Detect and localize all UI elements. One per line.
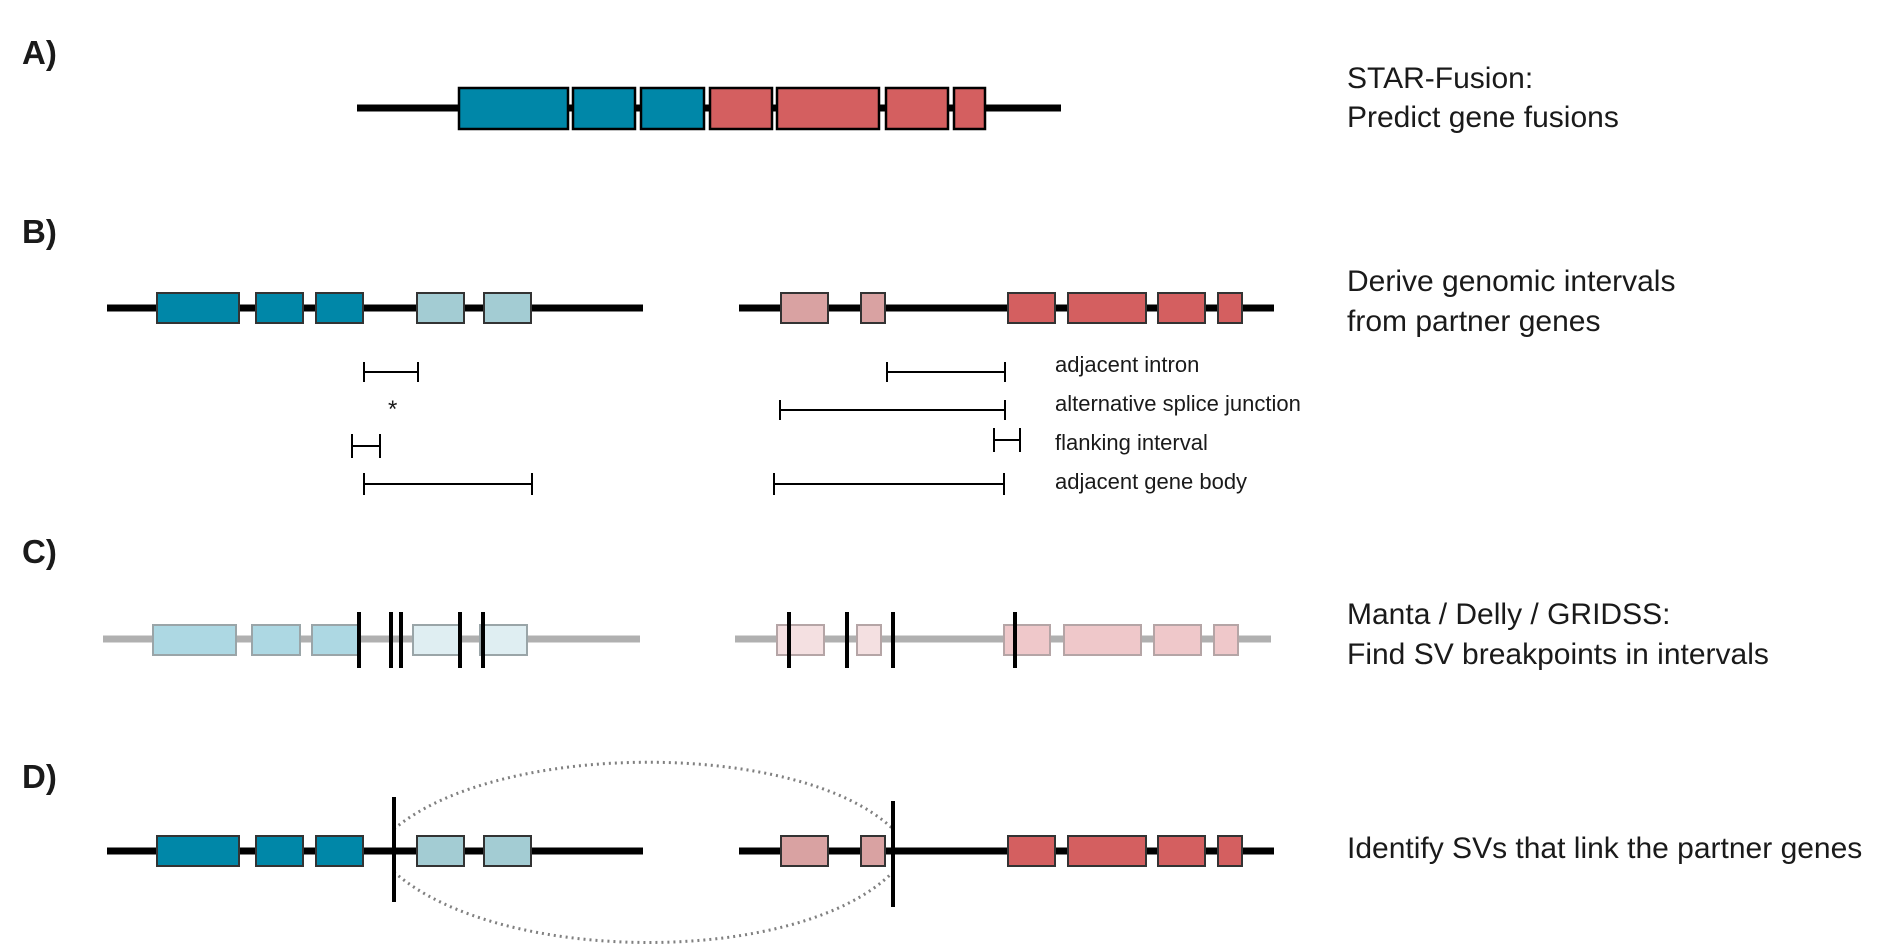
interval-adjacent-intron-gene-b [886,362,1006,382]
panel-c-description-line1: Manta / Delly / GRIDSS: [1347,598,1670,631]
sv-arc-upper [393,760,895,831]
exon-gene-b [1217,835,1243,867]
panel-c-description-line2: Find SV breakpoints in intervals [1347,638,1769,671]
panel-b-description-line2: from partner genes [1347,305,1600,338]
exon-gene-a-downstream [483,835,532,867]
exon-gene-a [156,292,240,324]
panel-a-description-line2: Predict gene fusions [1347,101,1619,134]
exon-gene-b-faded [776,624,825,656]
interval-flanking-gene-b [993,428,1021,452]
exon-gene-b-faded [1213,624,1239,656]
gene-b-exons-faded [776,624,1239,656]
exon-gene-a [571,86,637,131]
exon-gene-b [952,86,987,131]
panel-d-label: D) [22,758,57,795]
label-adjacent-gene-body: adjacent gene body [1055,469,1247,494]
exon-gene-b [1217,292,1243,324]
exon-gene-a-faded [412,624,462,656]
exon-gene-a-downstream [416,835,465,867]
exon-gene-b [1007,292,1056,324]
exon-gene-b [775,86,881,131]
gene-a-exons-faded [152,624,528,656]
exon-gene-a [639,86,706,131]
exon-gene-a [255,292,304,324]
exon-gene-b [708,86,774,131]
panel-c-label: C) [22,533,57,570]
panel-b-label: B) [22,213,57,250]
label-alternative-splice-junction: alternative splice junction [1055,391,1301,416]
interval-adjacent-gene-body-gene-b [773,473,1005,495]
exon-gene-a [315,292,364,324]
interval-adjacent-intron-gene-a [363,362,419,382]
interval-flanking-gene-a [351,434,381,458]
panel-b-description-line1: Derive genomic intervals [1347,265,1675,298]
fusion-transcript-exons [457,86,987,131]
exon-gene-b-upstream [860,835,886,867]
exon-gene-a-faded [152,624,237,656]
exon-gene-a-faded [311,624,360,656]
interval-brackets [351,362,1021,495]
panel-b: B) * ad [22,213,1675,495]
exon-gene-b-faded [1153,624,1202,656]
exon-gene-b [1067,292,1147,324]
label-adjacent-intron: adjacent intron [1055,352,1199,377]
gene-a-exons [156,292,532,324]
panel-a: A) STAR-Fusion: Predict gene fusions [22,34,1619,134]
panel-c: C) Manta / D [22,533,1769,671]
exon-gene-b-upstream [780,292,829,324]
exon-gene-a [156,835,240,867]
interval-alt-splice-junction-gene-b [779,400,1006,420]
panel-d: D) Identify SVs that link the partner ge… [22,758,1862,944]
exon-gene-b [1157,835,1206,867]
exon-gene-b-faded [1003,624,1051,656]
exon-gene-a-faded [479,624,528,656]
exon-gene-a [315,835,364,867]
exon-gene-b-upstream [780,835,829,867]
exon-gene-b [1067,835,1147,867]
panel-d-description: Identify SVs that link the partner genes [1347,832,1862,865]
exon-gene-a [255,835,304,867]
exon-gene-b [884,86,950,131]
exon-gene-b-faded [856,624,882,656]
gene-a-exons [156,835,532,867]
exon-gene-a-faded [251,624,301,656]
exon-gene-a-downstream [483,292,532,324]
exon-gene-b-faded [1063,624,1142,656]
sv-breakpoints [357,612,1017,668]
sv-arc-lower [393,870,895,944]
exon-gene-a [457,86,570,131]
exon-gene-a-downstream [416,292,465,324]
gene-b-exons [780,835,1243,867]
exon-gene-b-upstream [860,292,886,324]
panel-a-description-line1: STAR-Fusion: [1347,62,1533,95]
exon-gene-b [1157,292,1206,324]
gene-b-exons [780,292,1243,324]
label-flanking-interval: flanking interval [1055,430,1208,455]
asterisk-mark: * [388,396,397,423]
panel-a-label: A) [22,34,57,71]
exon-gene-b [1007,835,1056,867]
interval-adjacent-gene-body-gene-a [363,473,533,495]
